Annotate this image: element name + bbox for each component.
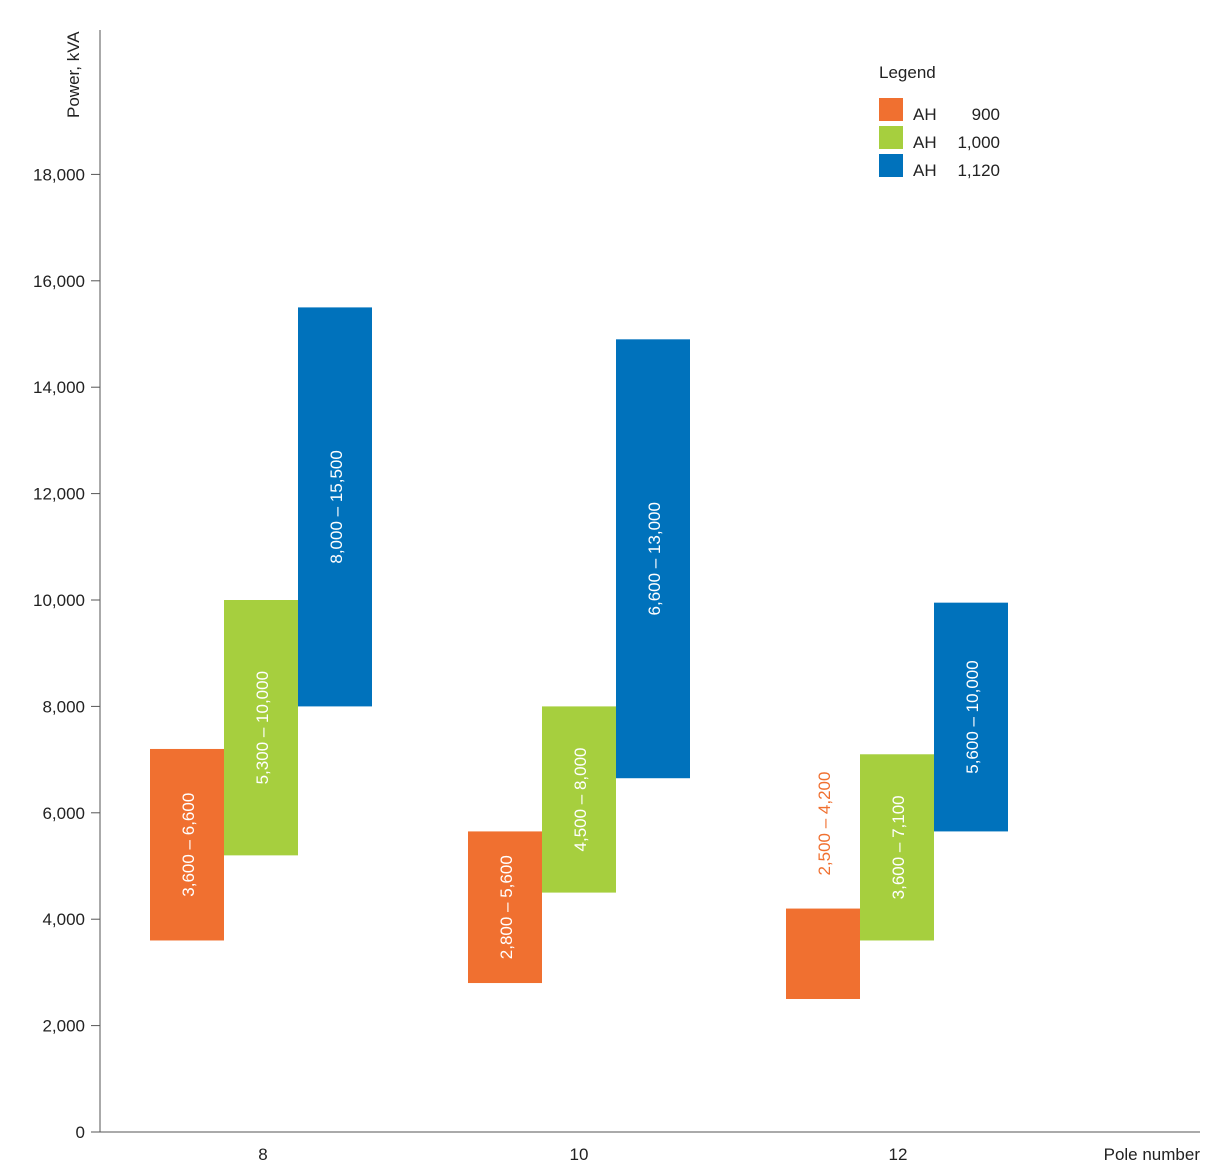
bars: 3,600 – 6,600 2,800 – 5,600 2,500 – 4,200 5… (150, 307, 1008, 999)
y-tick-label: 4,000 (42, 910, 85, 929)
y-tick-label: 8,000 (42, 697, 85, 716)
bar (298, 307, 372, 707)
legend: Legend AH 900 AH 1,000 AH 1,120 (879, 63, 1000, 180)
y-tick-label: 14,000 (33, 378, 85, 397)
bar-data-label: 8,000 – 15,500 (327, 450, 346, 563)
bar-data-label: 6,600 – 13,000 (645, 502, 664, 615)
bar-data-label: 5,300 – 10,000 (253, 671, 272, 784)
x-ticks: 8 10 12 (258, 1145, 907, 1164)
legend-swatch (879, 98, 903, 121)
y-axis-title: Power, kVA (64, 31, 83, 118)
legend-label-prefix: AH (913, 105, 937, 124)
y-tick-label: 0 (76, 1123, 85, 1142)
legend-label-value: 1,120 (957, 161, 1000, 180)
bar-data-label: 2,500 – 4,200 (815, 772, 834, 876)
legend-label-value: 1,000 (957, 133, 1000, 152)
bar-data-label: 4,500 – 8,000 (571, 748, 590, 852)
bar-data-label: 5,600 – 10,000 (963, 660, 982, 773)
legend-swatch (879, 154, 903, 177)
bar-data-label: 3,600 – 7,100 (889, 795, 908, 899)
bar (860, 754, 934, 941)
bar (542, 706, 616, 893)
bar-data-label: 3,600 – 6,600 (179, 793, 198, 897)
bar (616, 339, 690, 779)
y-tick-label: 16,000 (33, 272, 85, 291)
legend-title: Legend (879, 63, 936, 82)
x-tick-label: 12 (889, 1145, 908, 1164)
bar (786, 908, 860, 999)
x-tick-label: 10 (570, 1145, 589, 1164)
axes (99, 30, 1200, 1133)
y-tick-label: 10,000 (33, 591, 85, 610)
y-tick-label: 18,000 (33, 165, 85, 184)
legend-swatch (879, 126, 903, 149)
y-tick-label: 2,000 (42, 1017, 85, 1036)
bar (150, 748, 224, 941)
x-tick-label: 8 (258, 1145, 267, 1164)
bar (468, 831, 542, 984)
y-tick-label: 12,000 (33, 485, 85, 504)
y-ticks: 0 2,000 4,000 6,000 8,000 10,000 12,000 14,000 1… (33, 165, 100, 1142)
y-tick-label: 6,000 (42, 804, 85, 823)
legend-label-prefix: AH (913, 133, 937, 152)
bar-data-label: 2,800 – 5,600 (497, 855, 516, 959)
legend-label-value: 900 (972, 105, 1000, 124)
bar (934, 602, 1008, 832)
legend-label-prefix: AH (913, 161, 937, 180)
x-axis-title: Pole number (1104, 1145, 1201, 1164)
bar (224, 600, 298, 856)
